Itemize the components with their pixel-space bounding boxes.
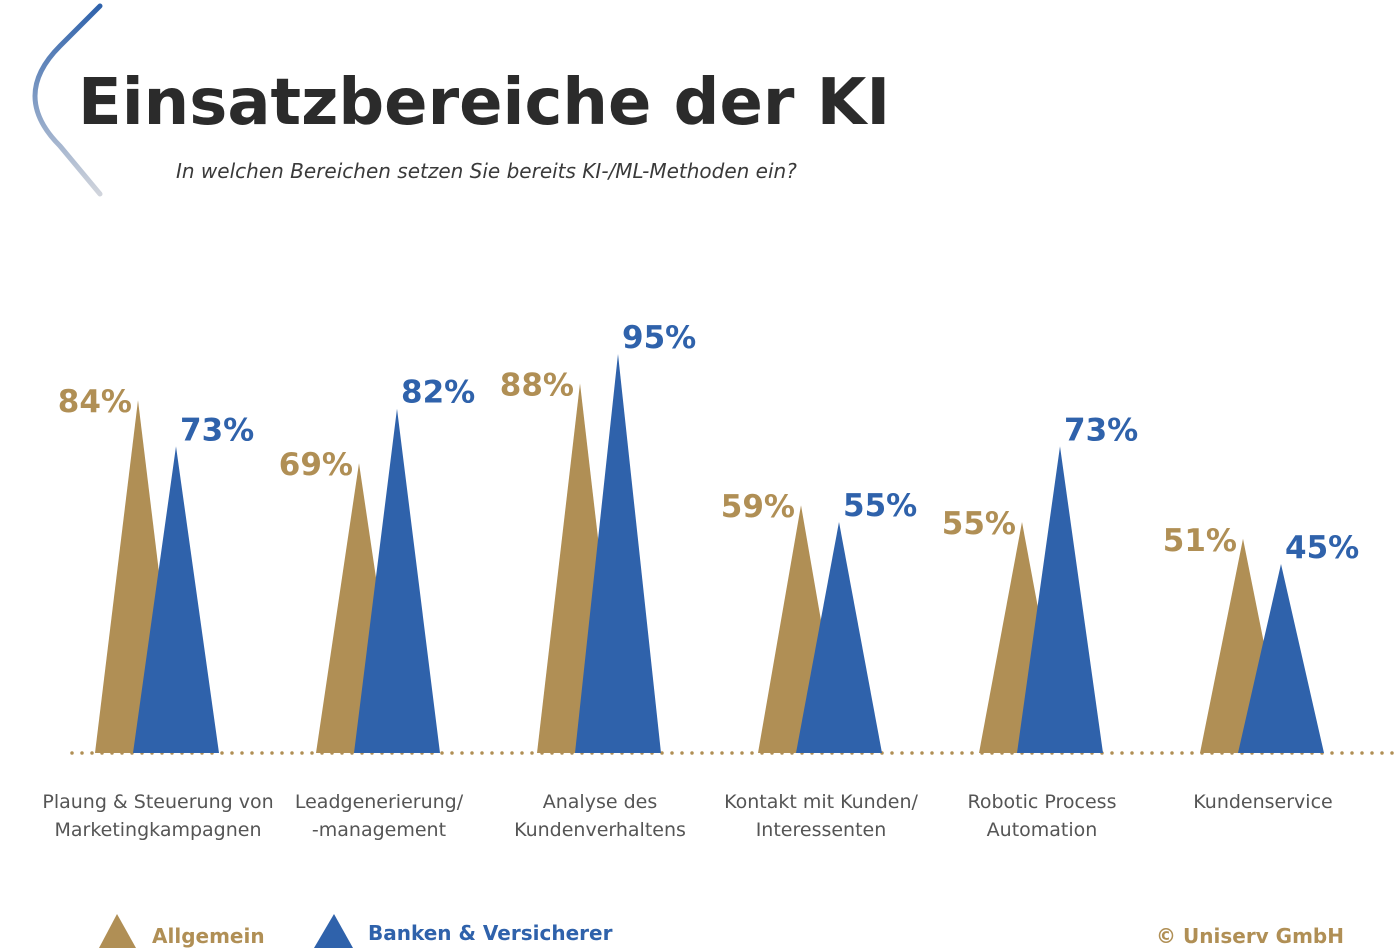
data-label-banken-versicherer: 45% [1285, 530, 1359, 566]
bar-banken-versicherer [575, 354, 661, 753]
category-label: Kundenservice [1193, 791, 1332, 813]
data-label-banken-versicherer: 82% [401, 375, 475, 411]
data-label-allgemein: 69% [279, 447, 353, 483]
data-label-allgemein: 84% [58, 384, 132, 420]
page-subtitle: In welchen Bereichen setzen Sie bereits … [176, 159, 797, 183]
legend-swatch-allgemein [99, 914, 136, 948]
category-label: Robotic Process Automation [968, 791, 1117, 841]
copyright-credit: © Uniserv GmbH [1156, 924, 1344, 948]
data-label-banken-versicherer: 73% [1064, 412, 1138, 448]
data-label-allgemein: 55% [942, 506, 1016, 542]
category-label: Leadgenerierung/-management [295, 791, 464, 841]
bar-banken-versicherer [133, 446, 219, 753]
data-label-banken-versicherer: 55% [843, 488, 917, 524]
decorative-bracket [32, 3, 103, 197]
category-labels: Plaung & Steuerung von Marketingkampagnen… [42, 791, 1332, 841]
legend-label-allgemein: Allgemein [152, 924, 265, 948]
category-label: Analyse des Kundenverhaltens [514, 791, 686, 841]
data-label-allgemein: 59% [721, 489, 795, 525]
category-label: Kontakt mit Kunden/Interessenten [724, 791, 918, 841]
category-label: Plaung & Steuerung von Marketingkampagnen [42, 791, 273, 841]
legend-label-banken: Banken & Versicherer [368, 921, 613, 945]
chart-marks: 84% 73% 69% 82% 88% 95% 59% 55% 55% 73% 51% 45% [58, 320, 1359, 753]
bar-banken-versicherer [1017, 446, 1103, 753]
page-title: Einsatzbereiche der KI [78, 66, 890, 140]
bar-banken-versicherer [796, 522, 882, 753]
legend: Allgemein Banken & Versicherer [99, 914, 613, 948]
bar-banken-versicherer [354, 408, 440, 753]
data-label-banken-versicherer: 73% [180, 412, 254, 448]
data-label-allgemein: 51% [1163, 523, 1237, 559]
bar-banken-versicherer [1238, 564, 1324, 753]
data-label-banken-versicherer: 95% [622, 320, 696, 356]
data-label-allgemein: 88% [500, 367, 574, 403]
legend-swatch-banken [314, 914, 353, 948]
